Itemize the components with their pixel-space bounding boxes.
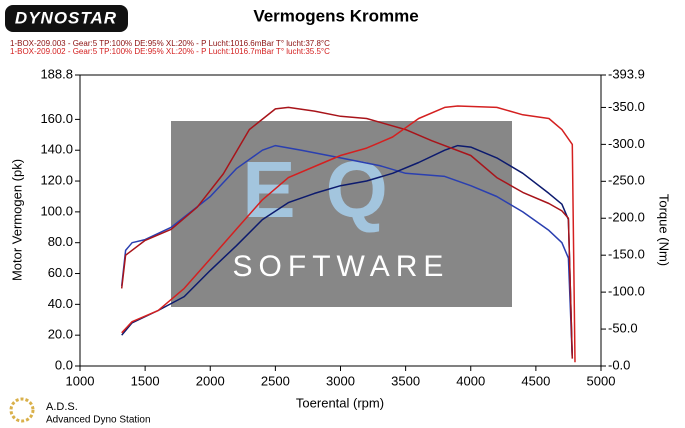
y2-tick-label: -393.9: [608, 66, 645, 81]
y2-tick-label: -200.0: [608, 210, 645, 225]
footer-subtitle: Advanced Dyno Station: [46, 415, 151, 426]
run-info: 1-BOX-209.003 - Gear:5 TP:100% DE:95% XL…: [10, 39, 330, 48]
y2-tick-label: -300.0: [608, 136, 645, 151]
watermark-logo: EQ: [242, 145, 418, 234]
y-tick-label: 188.8: [40, 66, 73, 81]
x-tick-label: 5000: [587, 373, 616, 388]
y-tick-label: 100.0: [40, 203, 73, 218]
y-tick-label: 60.0: [48, 265, 73, 280]
y2-tick-label: -250.0: [608, 173, 645, 188]
series-line: [120, 106, 574, 359]
x-tick-label: 1000: [66, 373, 95, 388]
ads-logo: [9, 397, 35, 423]
x-tick-label: 3500: [391, 373, 420, 388]
y2-tick-label: -350.0: [608, 99, 645, 114]
x-tick-label: 3000: [326, 373, 355, 388]
x-tick-label: 2500: [261, 373, 290, 388]
x-axis-label: Toerental (rpm): [296, 395, 384, 410]
series-line: [120, 144, 574, 359]
series-line: [121, 144, 574, 359]
y2-tick-label: -0.0: [608, 357, 630, 372]
run-info: 1-BOX-209.002 - Gear:5 TP:100% DE:95% XL…: [10, 47, 330, 56]
y2-tick-label: -50.0: [608, 320, 638, 335]
y2-axis-label: Torque (Nm): [657, 194, 672, 266]
y-tick-label: 0.0: [55, 357, 73, 372]
brand-text: DYNOSTAR: [15, 8, 117, 27]
chart-title: Vermogens Kromme: [253, 6, 418, 25]
x-tick-label: 4000: [456, 373, 485, 388]
brand-logo: [5, 5, 128, 32]
y-tick-label: 80.0: [48, 234, 73, 249]
watermark-text: SOFTWARE: [233, 250, 450, 283]
watermark: EQ SOFTWARE: [171, 121, 512, 307]
x-tick-label: 4500: [521, 373, 550, 388]
x-tick-label: 1500: [131, 373, 160, 388]
y-tick-label: 140.0: [40, 142, 73, 157]
x-tick-label: 2000: [196, 373, 225, 388]
y2-tick-label: -100.0: [608, 284, 645, 299]
y-axis-label: Motor Vermogen (pk): [9, 159, 24, 281]
y-tick-label: 40.0: [48, 296, 73, 311]
y-tick-label: 20.0: [48, 327, 73, 342]
y-tick-label: 120.0: [40, 172, 73, 187]
plot: [120, 105, 576, 363]
footer-title: A.D.S.: [46, 401, 78, 413]
series-line: [121, 105, 576, 363]
watermark-box: [171, 121, 512, 307]
y-tick-label: 160.0: [40, 111, 73, 126]
y2-tick-label: -150.0: [608, 247, 645, 262]
